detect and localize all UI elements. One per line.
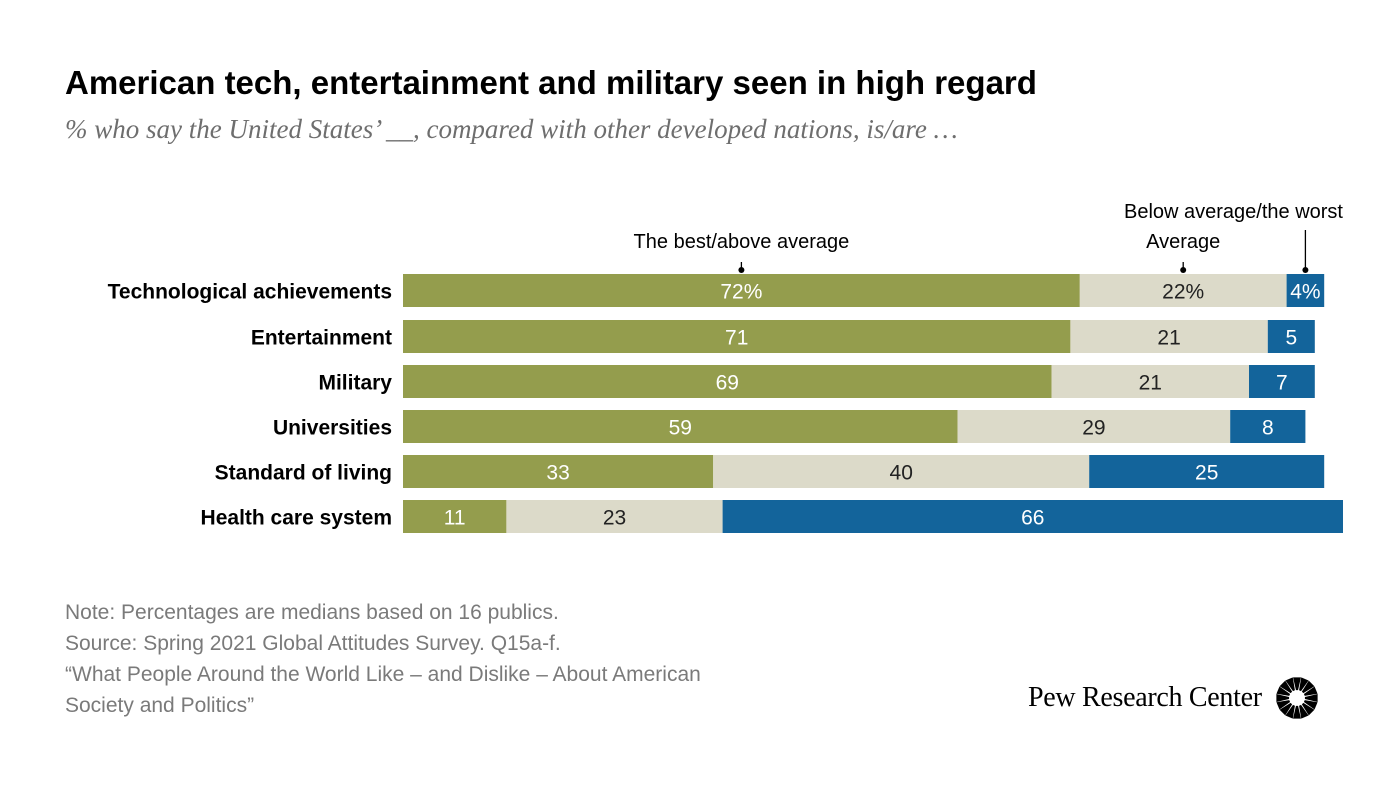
logo-ray [1276,686,1290,696]
legend-label: Average [1146,231,1220,253]
legend-leader-dot [1302,267,1309,273]
bar-segment [403,410,958,443]
logo-ray [1304,694,1318,702]
bar-segment [1051,365,1249,398]
bar-segment [1249,365,1315,398]
chart-title: American tech, entertainment and militar… [65,64,1037,101]
legend-label: Below average/the worst [1124,201,1343,223]
bar-segment [403,320,1071,353]
logo-ray [1279,702,1292,716]
logo-ray [1285,677,1295,692]
bar-segment [957,410,1231,443]
data-label: 23 [603,507,626,530]
logo-ray [1279,680,1292,694]
bar-segment [1286,274,1325,307]
legend-label: The best/above average [634,231,850,253]
data-label: 72% [720,281,762,304]
bar-segment [1070,320,1268,353]
data-label: 22% [1162,281,1204,304]
chart-notes: Note: Percentages are medians based on 1… [65,597,865,721]
logo-ray [1298,704,1309,719]
data-label: 8 [1262,417,1274,440]
data-label: 71 [725,327,748,350]
bar-segment [1230,410,1306,443]
bar-segment [403,274,1080,307]
note-line: Note: Percentages are medians based on 1… [65,601,559,624]
bar-segment [1089,455,1325,488]
data-label: 66 [1021,507,1044,530]
report-title-line: “What People Around the World Like – and… [65,663,701,686]
logo-ray [1276,694,1289,702]
logo-ray [1276,700,1290,710]
logo-ray [1301,702,1315,716]
report-title-line: Society and Politics” [65,694,255,717]
data-label: 25 [1195,462,1218,485]
bar-segment [722,500,1343,533]
data-label: 40 [890,462,913,485]
source-line: Source: Spring 2021 Global Attitudes Sur… [65,632,561,655]
data-label: 21 [1157,327,1180,350]
bar-segment [1079,274,1287,307]
category-label: Health care system [201,507,392,530]
category-label: Technological achievements [108,281,392,304]
data-label: 4% [1290,281,1320,304]
logo-ray [1292,705,1301,719]
bar-segment [1267,320,1315,353]
logo-ray [1301,680,1315,694]
data-label: 21 [1139,372,1162,395]
logo-ray [1303,686,1318,696]
data-label: 7 [1276,372,1288,395]
category-label: Universities [273,417,392,440]
pew-sunburst-icon [1276,677,1318,719]
bar-segment [403,455,714,488]
bar-segment [506,500,723,533]
logo-ray [1303,700,1318,710]
logo-ray [1292,677,1301,691]
data-label: 69 [716,372,739,395]
bar-segment [403,500,507,533]
legend-leader-dot [1180,267,1187,273]
category-label: Military [318,372,392,395]
data-label: 59 [669,417,692,440]
data-label: 11 [444,507,466,530]
data-label: 5 [1285,327,1297,350]
category-label: Entertainment [251,327,392,350]
pew-logo: Pew Research Center [1028,676,1320,720]
bar-segment [713,455,1090,488]
category-label: Standard of living [215,462,392,485]
data-label: 33 [546,462,569,485]
logo-ray [1298,677,1309,692]
data-label: 29 [1082,417,1105,440]
logo-ray [1285,704,1295,719]
chart-subtitle: % who say the United States’ __, compare… [65,114,958,144]
bar-segment [403,365,1052,398]
stacked-bar-chart: Technological achievements 72% 22% 4% Entert… [108,201,1343,533]
legend-leader-dot [738,267,745,273]
brand-name: Pew Research Center [1028,682,1262,713]
